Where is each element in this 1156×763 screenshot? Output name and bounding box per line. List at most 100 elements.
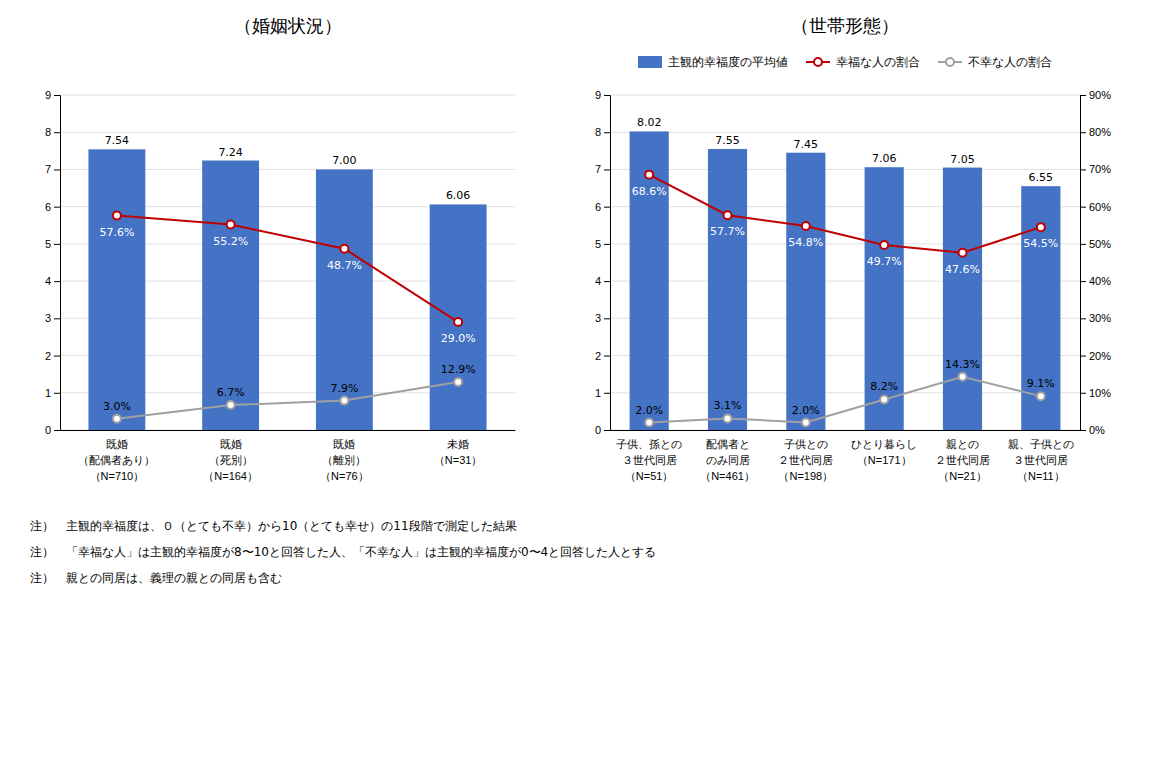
bar bbox=[316, 169, 373, 430]
legend: 主観的幸福度の平均値幸福な人の割合不幸な人の割合 bbox=[638, 55, 1052, 69]
marker bbox=[227, 221, 235, 229]
axis-line bbox=[61, 430, 516, 431]
tick-mark bbox=[1080, 393, 1086, 394]
tick-mark bbox=[54, 169, 60, 170]
tick-mark bbox=[604, 356, 610, 357]
tick: 30% bbox=[1080, 312, 1111, 324]
tick-mark bbox=[1080, 95, 1086, 96]
tick-label: 40% bbox=[1089, 275, 1111, 287]
marker bbox=[340, 245, 348, 253]
annotation: 注） 「幸福な人」は主観的幸福度が8〜10と回答した人、「不幸な人」は主観的幸福… bbox=[30, 545, 656, 559]
tick-label: 既婚（離別）（N=76） bbox=[320, 438, 369, 482]
tick-mark bbox=[604, 281, 610, 282]
tick: 0% bbox=[1080, 424, 1105, 436]
tick: 既婚（離別）（N=76） bbox=[320, 438, 369, 482]
tick: 既婚（配偶者あり）（N=710） bbox=[78, 438, 155, 482]
tick: 40% bbox=[1080, 275, 1111, 287]
line bbox=[649, 377, 1041, 423]
tick-label: 1 bbox=[595, 387, 601, 399]
tick: 1 bbox=[45, 387, 60, 399]
tick-label: 8 bbox=[45, 126, 51, 138]
tick: 7 bbox=[595, 163, 610, 175]
data-label: 12.9% bbox=[441, 363, 476, 376]
data-label: 48.7% bbox=[327, 259, 362, 272]
tick-mark bbox=[54, 281, 60, 282]
axis-line bbox=[54, 96, 61, 431]
marker bbox=[802, 419, 810, 427]
tick: 配偶者とのみ同居（N=461） bbox=[700, 438, 755, 482]
legend-label: 主観的幸福度の平均値 bbox=[668, 55, 788, 69]
data-label: 7.54 bbox=[105, 134, 130, 147]
marks bbox=[630, 131, 1061, 430]
tick-label: 2 bbox=[595, 350, 601, 362]
tick: 0 bbox=[45, 424, 60, 436]
tick: 10% bbox=[1080, 387, 1111, 399]
annotation: 注） 主観的幸福度は、０（とても不幸）から10（とても幸せ）の11段階で測定した… bbox=[30, 519, 517, 533]
tick: 1 bbox=[595, 387, 610, 399]
panel: 0123456789既婚（配偶者あり）（N=710）既婚（死別）（N=164）既… bbox=[45, 89, 516, 482]
tick: 子供、孫との３世代同居（N=51） bbox=[616, 438, 682, 482]
tick-mark bbox=[54, 430, 60, 431]
grid-line bbox=[610, 392, 1080, 393]
tick-label: 6 bbox=[45, 201, 51, 213]
tick-mark bbox=[1080, 356, 1086, 357]
tick-mark bbox=[1080, 318, 1086, 319]
tick-mark bbox=[604, 430, 610, 431]
tick-mark bbox=[1080, 281, 1086, 282]
y2-axis: 0%10%20%30%40%50%60%70%80%90% bbox=[1080, 89, 1111, 436]
tick-mark bbox=[604, 393, 610, 394]
grid bbox=[610, 95, 1080, 430]
bar bbox=[202, 161, 259, 430]
legend-marker bbox=[814, 58, 822, 66]
tick-label: 3 bbox=[45, 312, 51, 324]
marker bbox=[724, 211, 732, 219]
bar bbox=[708, 149, 747, 430]
data-label: 7.06 bbox=[872, 152, 897, 165]
tick-label: 2 bbox=[45, 350, 51, 362]
tick-label: 5 bbox=[45, 238, 51, 250]
legend-item: 主観的幸福度の平均値 bbox=[638, 55, 788, 69]
tick-label: 20% bbox=[1089, 350, 1111, 362]
tick-label: 6 bbox=[595, 201, 601, 213]
tick-label: 30% bbox=[1089, 312, 1111, 324]
tick-label: 既婚（配偶者あり）（N=710） bbox=[78, 438, 155, 482]
tick: 親、子供との３世代同居（N=11） bbox=[1008, 438, 1074, 482]
tick-label: 7 bbox=[45, 163, 51, 175]
tick-label: 親との２世代同居（N=21） bbox=[935, 438, 990, 482]
data-label: 8.02 bbox=[637, 116, 662, 129]
data-label: 2.0% bbox=[635, 404, 663, 417]
tick: 2 bbox=[595, 350, 610, 362]
line bbox=[117, 216, 458, 322]
chart-root: 0123456789既婚（配偶者あり）（N=710）既婚（死別）（N=164）既… bbox=[0, 0, 1156, 763]
tick-mark bbox=[1080, 207, 1086, 208]
tick-label: 60% bbox=[1089, 201, 1111, 213]
tick-label: 90% bbox=[1089, 89, 1111, 101]
axis-line bbox=[611, 430, 1081, 431]
tick: 0 bbox=[595, 424, 610, 436]
tick-label: 親、子供との３世代同居（N=11） bbox=[1008, 438, 1074, 482]
x-axis: 子供、孫との３世代同居（N=51） 配偶者とのみ同居（N=461） 子供との２世代同… bbox=[611, 431, 1081, 483]
marker bbox=[645, 171, 653, 179]
bar bbox=[865, 167, 904, 430]
tick-mark bbox=[54, 95, 60, 96]
tick: 90% bbox=[1080, 89, 1111, 101]
tick: 4 bbox=[595, 275, 610, 287]
tick: 子供との２世代同居（N=198） bbox=[778, 438, 833, 482]
tick-label: 子供、孫との３世代同居（N=51） bbox=[616, 438, 682, 482]
grid-line bbox=[60, 95, 515, 96]
tick: 3 bbox=[595, 312, 610, 324]
y-axis: 0123456789 bbox=[45, 89, 61, 436]
tick-label: 50% bbox=[1089, 238, 1111, 250]
marker bbox=[802, 222, 810, 230]
data-label: 49.7% bbox=[867, 255, 902, 268]
data-labels: 7.547.247.006.0657.6%55.2%48.7%29.0%3.0%… bbox=[99, 134, 475, 412]
marker bbox=[454, 378, 462, 386]
tick-label: 80% bbox=[1089, 126, 1111, 138]
legend-marker bbox=[946, 58, 954, 66]
marker bbox=[113, 415, 121, 423]
legend-item: 不幸な人の割合 bbox=[938, 55, 1052, 69]
marker bbox=[959, 249, 967, 257]
tick: 8 bbox=[45, 126, 60, 138]
grid-line bbox=[610, 281, 1080, 282]
tick-label: 5 bbox=[595, 238, 601, 250]
